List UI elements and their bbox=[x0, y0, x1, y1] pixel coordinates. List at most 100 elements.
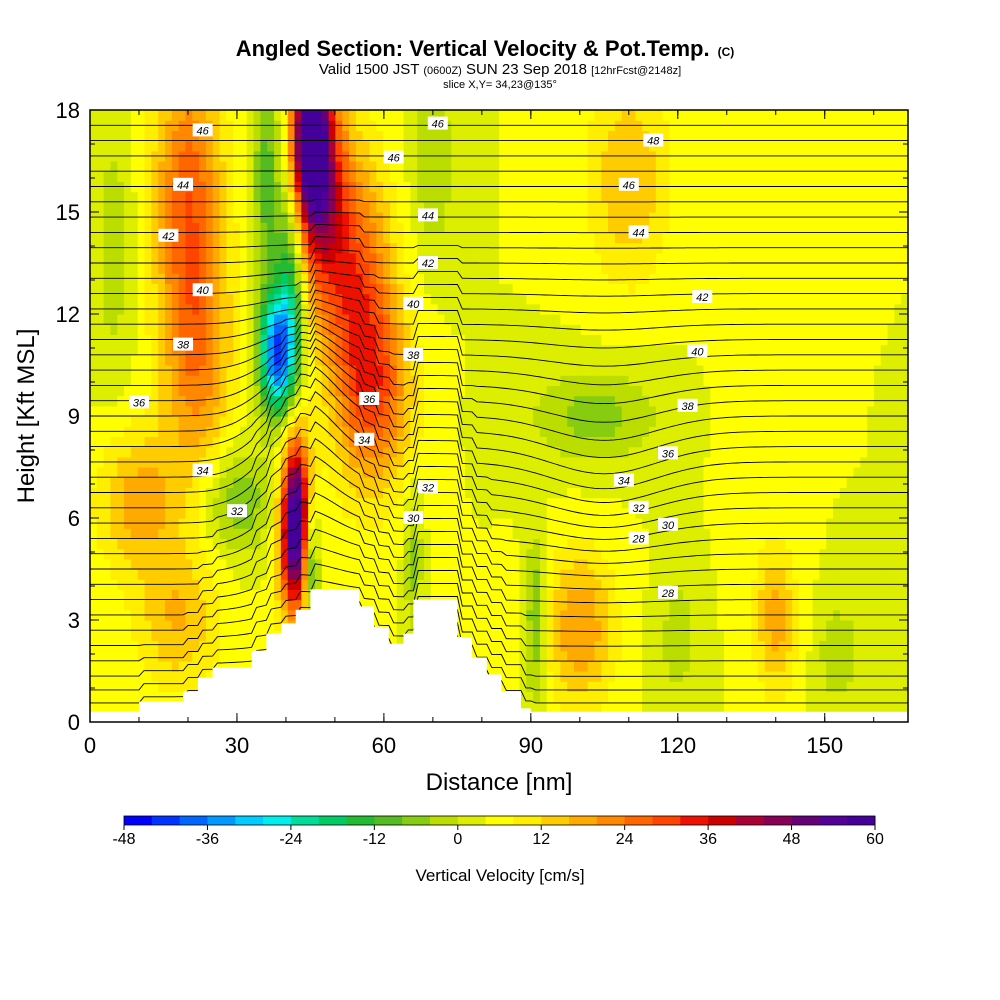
velocity-cell bbox=[642, 609, 650, 621]
velocity-cell bbox=[880, 620, 889, 631]
velocity-cell bbox=[124, 660, 132, 672]
velocity-cell bbox=[478, 385, 486, 397]
velocity-cell bbox=[164, 660, 173, 672]
velocity-cell bbox=[471, 405, 480, 417]
velocity-cell bbox=[287, 344, 296, 356]
velocity-cell bbox=[246, 630, 255, 641]
velocity-cell bbox=[389, 507, 398, 519]
velocity-cell bbox=[819, 599, 827, 611]
velocity-cell bbox=[96, 477, 105, 488]
velocity-cell bbox=[96, 385, 105, 397]
velocity-cell bbox=[608, 436, 616, 448]
velocity-cell bbox=[314, 334, 323, 346]
velocity-cell bbox=[464, 416, 473, 427]
velocity-cell bbox=[839, 691, 848, 703]
velocity-cell bbox=[785, 436, 793, 448]
velocity-cell bbox=[499, 640, 507, 652]
velocity-cell bbox=[458, 477, 466, 488]
velocity-cell bbox=[621, 538, 630, 550]
velocity-cell bbox=[239, 630, 248, 641]
velocity-cell bbox=[594, 344, 602, 356]
velocity-cell bbox=[717, 467, 725, 478]
velocity-cell bbox=[873, 620, 882, 631]
velocity-cell bbox=[328, 365, 336, 376]
velocity-cell bbox=[662, 660, 671, 672]
velocity-cell bbox=[539, 385, 548, 397]
velocity-cell bbox=[567, 416, 575, 427]
velocity-cell bbox=[901, 691, 908, 703]
velocity-cell bbox=[512, 507, 521, 519]
velocity-cell bbox=[519, 609, 527, 621]
velocity-cell bbox=[805, 324, 814, 335]
velocity-cell bbox=[553, 456, 561, 468]
velocity-cell bbox=[628, 314, 636, 325]
velocity-cell bbox=[737, 456, 745, 468]
velocity-cell bbox=[553, 436, 561, 448]
velocity-cell bbox=[560, 507, 568, 519]
velocity-cell bbox=[219, 569, 227, 580]
velocity-cell bbox=[417, 334, 425, 346]
velocity-cell bbox=[219, 528, 227, 539]
velocity-cell bbox=[492, 548, 500, 560]
velocity-cell bbox=[499, 569, 507, 580]
velocity-cell bbox=[587, 344, 596, 356]
velocity-cell bbox=[846, 681, 855, 692]
velocity-cell bbox=[274, 293, 282, 305]
velocity-cell bbox=[812, 589, 820, 601]
velocity-cell bbox=[151, 477, 159, 488]
velocity-cell bbox=[785, 681, 793, 692]
velocity-cell bbox=[144, 660, 152, 672]
velocity-cell bbox=[124, 599, 132, 611]
velocity-cell bbox=[683, 650, 691, 662]
velocity-cell bbox=[689, 303, 698, 315]
velocity-cell bbox=[199, 395, 207, 407]
velocity-cell bbox=[205, 395, 214, 407]
velocity-cell bbox=[349, 456, 357, 468]
velocity-cell bbox=[90, 691, 98, 703]
velocity-cell bbox=[226, 620, 234, 631]
velocity-cell bbox=[478, 487, 486, 499]
velocity-cell bbox=[846, 467, 855, 478]
velocity-cell bbox=[458, 293, 466, 305]
velocity-cell bbox=[642, 589, 650, 601]
velocity-cell bbox=[873, 436, 882, 448]
velocity-cell bbox=[199, 589, 207, 601]
velocity-cell bbox=[301, 405, 309, 417]
velocity-cell bbox=[567, 528, 575, 539]
velocity-cell bbox=[812, 354, 820, 366]
velocity-cell bbox=[430, 467, 439, 478]
velocity-cell bbox=[730, 324, 739, 335]
velocity-cell bbox=[219, 518, 227, 529]
velocity-cell bbox=[512, 538, 521, 550]
velocity-cell bbox=[887, 538, 895, 550]
velocity-cell bbox=[301, 303, 309, 315]
velocity-cell bbox=[608, 548, 616, 560]
velocity-cell bbox=[853, 569, 861, 580]
velocity-cell bbox=[253, 334, 262, 346]
velocity-cell bbox=[103, 375, 112, 386]
velocity-cell bbox=[894, 630, 902, 641]
velocity-cell bbox=[833, 528, 841, 539]
velocity-cell bbox=[151, 314, 159, 325]
velocity-cell bbox=[151, 375, 159, 386]
velocity-cell bbox=[873, 467, 882, 478]
velocity-cell bbox=[648, 416, 657, 427]
velocity-cell bbox=[458, 548, 466, 560]
velocity-cell bbox=[253, 303, 262, 315]
velocity-cell bbox=[819, 344, 827, 356]
velocity-cell bbox=[539, 681, 548, 692]
velocity-cell bbox=[853, 344, 861, 356]
velocity-cell bbox=[580, 426, 589, 437]
velocity-cell bbox=[723, 395, 732, 407]
velocity-cell bbox=[703, 518, 711, 529]
velocity-cell bbox=[260, 589, 268, 601]
velocity-cell bbox=[294, 354, 302, 366]
velocity-cell bbox=[723, 487, 732, 499]
velocity-cell bbox=[833, 558, 841, 570]
velocity-cell bbox=[335, 354, 343, 366]
velocity-cell bbox=[199, 344, 207, 356]
velocity-cell bbox=[608, 599, 616, 611]
velocity-cell bbox=[614, 354, 623, 366]
velocity-cell bbox=[199, 456, 207, 468]
velocity-cell bbox=[723, 477, 732, 488]
